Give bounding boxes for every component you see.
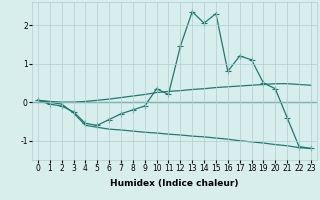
X-axis label: Humidex (Indice chaleur): Humidex (Indice chaleur)	[110, 179, 239, 188]
